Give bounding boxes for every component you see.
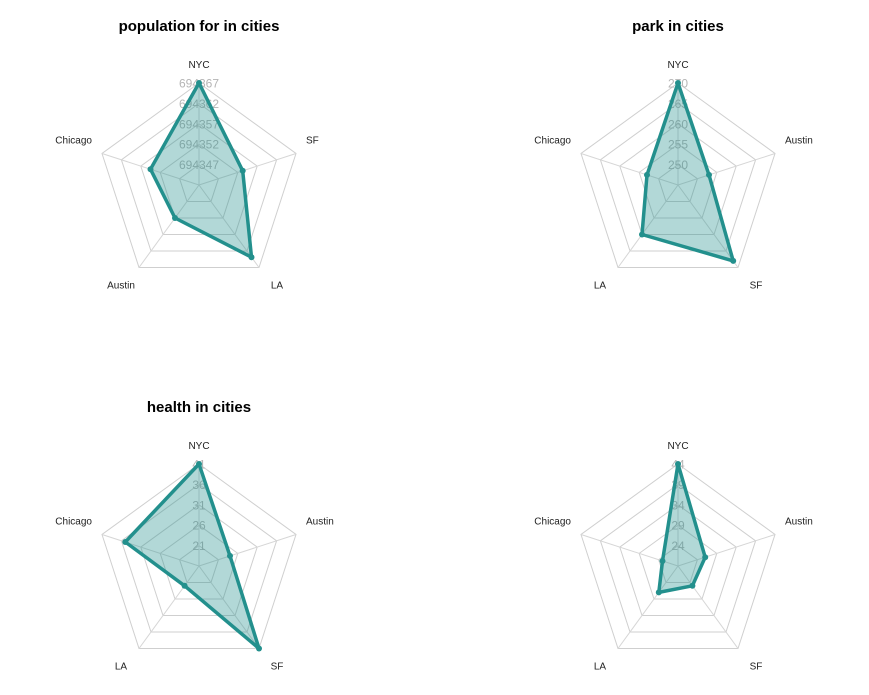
tick-label: 34 xyxy=(671,498,685,512)
axis-label-sf: SF xyxy=(271,662,284,673)
tick-label: 250 xyxy=(668,158,688,172)
axis-label-la: LA xyxy=(271,281,284,292)
spoke xyxy=(138,565,200,649)
data-point-la xyxy=(248,254,255,261)
grid-ring-4 xyxy=(599,483,757,633)
axis-label-austin: Austin xyxy=(785,136,813,147)
grid-ring-1 xyxy=(179,544,219,583)
data-point-sf xyxy=(689,582,696,589)
axis-label-la: LA xyxy=(594,662,607,673)
grid-ring-2 xyxy=(159,143,239,219)
data-point-austin xyxy=(172,215,178,221)
spoke xyxy=(677,153,776,186)
radar-chart-4: 4439342924NYCAustinSFLAChicago xyxy=(534,441,813,673)
axis-label-la: LA xyxy=(594,281,607,292)
axis-label-la: LA xyxy=(115,662,128,673)
series-area xyxy=(123,462,261,651)
data-point-austin xyxy=(706,171,712,178)
axis-label-nyc: NYC xyxy=(188,60,209,71)
tick-label: 260 xyxy=(668,117,688,131)
spoke xyxy=(198,153,297,186)
spoke xyxy=(198,565,260,649)
axis-label-chicago: Chicago xyxy=(55,136,92,147)
grid-ring-1 xyxy=(658,163,698,202)
spoke xyxy=(101,534,200,567)
tick-label: 694357 xyxy=(179,117,219,131)
axis-label-chicago: Chicago xyxy=(534,136,571,147)
spoke xyxy=(138,184,200,268)
tick-label: 21 xyxy=(192,539,206,553)
spoke xyxy=(617,565,679,649)
chart-title: population for in cities xyxy=(119,18,280,35)
axis-label-chicago: Chicago xyxy=(55,517,92,528)
data-point-sf xyxy=(239,167,246,174)
spoke xyxy=(198,534,297,567)
axis-label-nyc: NYC xyxy=(667,441,688,452)
spoke xyxy=(617,184,679,268)
chart-title: health in cities xyxy=(147,399,251,416)
spoke xyxy=(580,153,679,186)
radar-chart-3: health in cities4136312621NYCAustinSFLAC… xyxy=(55,399,334,673)
axis-label-austin: Austin xyxy=(107,281,135,292)
data-point-la xyxy=(181,582,188,589)
tick-label: 255 xyxy=(668,138,688,152)
grid-ring-5 xyxy=(580,463,776,649)
data-point-chicago xyxy=(659,558,666,564)
tick-label: 694352 xyxy=(179,138,219,152)
grid-ring-4 xyxy=(599,102,757,252)
grid-ring-5 xyxy=(101,82,297,268)
chart-title: park in cities xyxy=(632,18,724,35)
grid-ring-3 xyxy=(140,123,258,235)
radar-chart-1: population for in cities6943676943626943… xyxy=(55,18,318,292)
axis-label-sf: SF xyxy=(306,136,319,147)
data-point-chicago xyxy=(644,171,650,178)
tick-label: 24 xyxy=(671,539,685,553)
grid-ring-5 xyxy=(580,82,776,268)
data-point-chicago xyxy=(122,539,129,545)
axis-label-nyc: NYC xyxy=(188,441,209,452)
spoke xyxy=(677,534,776,567)
data-point-la xyxy=(639,231,645,238)
axis-label-sf: SF xyxy=(750,662,763,673)
grid-ring-3 xyxy=(619,504,737,616)
data-point-austin xyxy=(702,554,709,561)
spoke xyxy=(677,565,739,649)
tick-label: 31 xyxy=(192,498,206,512)
axis-label-austin: Austin xyxy=(306,517,334,528)
radar-chart-2: park in cities270265260255250NYCAustinSF… xyxy=(534,18,813,292)
tick-label: 26 xyxy=(192,519,206,533)
data-point-nyc xyxy=(196,461,202,467)
grid-ring-2 xyxy=(638,143,718,219)
series-area xyxy=(640,81,735,263)
spoke xyxy=(677,184,739,268)
grid-ring-2 xyxy=(638,524,718,600)
grid-ring-1 xyxy=(179,163,219,202)
grid-ring-3 xyxy=(140,504,258,616)
series-area xyxy=(657,462,707,595)
tick-label: 29 xyxy=(671,519,685,533)
axis-label-austin: Austin xyxy=(785,517,813,528)
data-point-sf xyxy=(730,257,737,264)
data-point-sf xyxy=(256,645,262,652)
data-point-austin xyxy=(227,552,233,559)
data-point-nyc xyxy=(675,80,681,86)
data-point-la xyxy=(655,589,662,596)
grid-ring-5 xyxy=(101,463,297,649)
axis-label-chicago: Chicago xyxy=(534,517,571,528)
axis-label-sf: SF xyxy=(750,281,763,292)
series-area xyxy=(148,81,254,259)
axis-label-nyc: NYC xyxy=(667,60,688,71)
grid-ring-3 xyxy=(619,123,737,235)
data-point-nyc xyxy=(196,80,202,86)
tick-label: 694347 xyxy=(179,158,219,172)
data-point-nyc xyxy=(675,461,681,467)
spoke xyxy=(198,184,260,268)
grid-ring-4 xyxy=(120,102,278,252)
tick-label: 36 xyxy=(192,478,206,492)
data-point-chicago xyxy=(147,166,154,173)
